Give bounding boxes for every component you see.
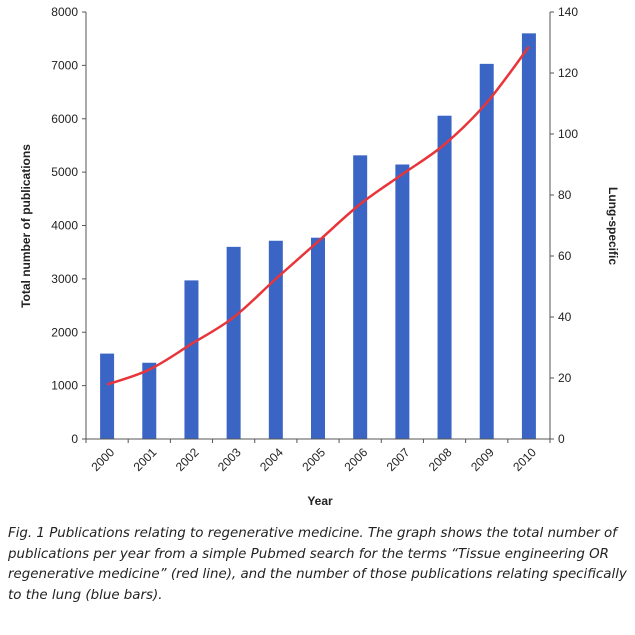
x-tick-label: 2001 bbox=[131, 445, 160, 474]
x-tick-label: 2009 bbox=[468, 445, 497, 474]
left-axis-ticks: 0 1000 2000 3000 4000 5000 6000 7000 8000 bbox=[51, 5, 86, 446]
left-tick-label: 1000 bbox=[51, 379, 78, 393]
bar-2009 bbox=[479, 63, 494, 439]
left-tick-label: 2000 bbox=[51, 325, 78, 339]
right-tick-label: 120 bbox=[558, 66, 578, 80]
right-axis-ticks: 0 20 40 60 80 100 120 140 bbox=[550, 5, 578, 446]
right-tick-label: 100 bbox=[558, 127, 578, 141]
right-tick-label: 40 bbox=[558, 310, 572, 324]
left-tick-label: 4000 bbox=[51, 219, 78, 233]
x-tick-label: 2010 bbox=[510, 445, 539, 474]
left-tick-label: 6000 bbox=[51, 112, 78, 126]
bar-2008 bbox=[437, 115, 452, 439]
bar-2003 bbox=[226, 246, 241, 439]
bar-2010 bbox=[521, 33, 536, 439]
dual-axis-chart: 0 1000 2000 3000 4000 5000 6000 7000 8000 0 20 40 6… bbox=[19, 5, 620, 508]
x-axis-title: Year bbox=[307, 494, 333, 508]
right-tick-label: 60 bbox=[558, 249, 572, 263]
line-series bbox=[106, 45, 530, 386]
bar-2006 bbox=[353, 155, 368, 439]
x-tick-label: 2004 bbox=[257, 445, 286, 474]
bar-2001 bbox=[142, 362, 157, 439]
left-tick-label: 5000 bbox=[51, 165, 78, 179]
right-tick-label: 80 bbox=[558, 188, 572, 202]
bar-2002 bbox=[184, 280, 199, 439]
left-axis-title: Total number of publications bbox=[19, 144, 33, 308]
right-tick-label: 140 bbox=[558, 5, 578, 19]
left-tick-label: 8000 bbox=[51, 5, 78, 19]
left-tick-label: 7000 bbox=[51, 58, 78, 72]
x-tick-label: 2002 bbox=[173, 445, 202, 474]
x-tick-label: 2005 bbox=[299, 445, 328, 474]
x-axis-ticks: 2000 2001 2002 2003 2004 2005 2006 2007 2008 2009… bbox=[85, 439, 551, 474]
right-axis-title: Lung-specific bbox=[606, 187, 620, 265]
bar-2004 bbox=[268, 240, 283, 439]
figure-caption: Fig. 1 Publications relating to regenera… bbox=[8, 526, 627, 603]
right-tick-label: 0 bbox=[558, 432, 565, 446]
x-tick-label: 2000 bbox=[88, 445, 117, 474]
bar-series bbox=[100, 33, 536, 439]
bar-2007 bbox=[395, 164, 410, 439]
x-tick-label: 2007 bbox=[384, 445, 413, 474]
x-tick-label: 2006 bbox=[342, 445, 371, 474]
left-tick-label: 0 bbox=[71, 432, 78, 446]
bar-2005 bbox=[311, 237, 325, 439]
x-tick-label: 2003 bbox=[215, 445, 244, 474]
bar-2000 bbox=[100, 353, 115, 439]
right-tick-label: 20 bbox=[558, 371, 572, 385]
x-tick-label: 2008 bbox=[426, 445, 455, 474]
left-tick-label: 3000 bbox=[51, 272, 78, 286]
